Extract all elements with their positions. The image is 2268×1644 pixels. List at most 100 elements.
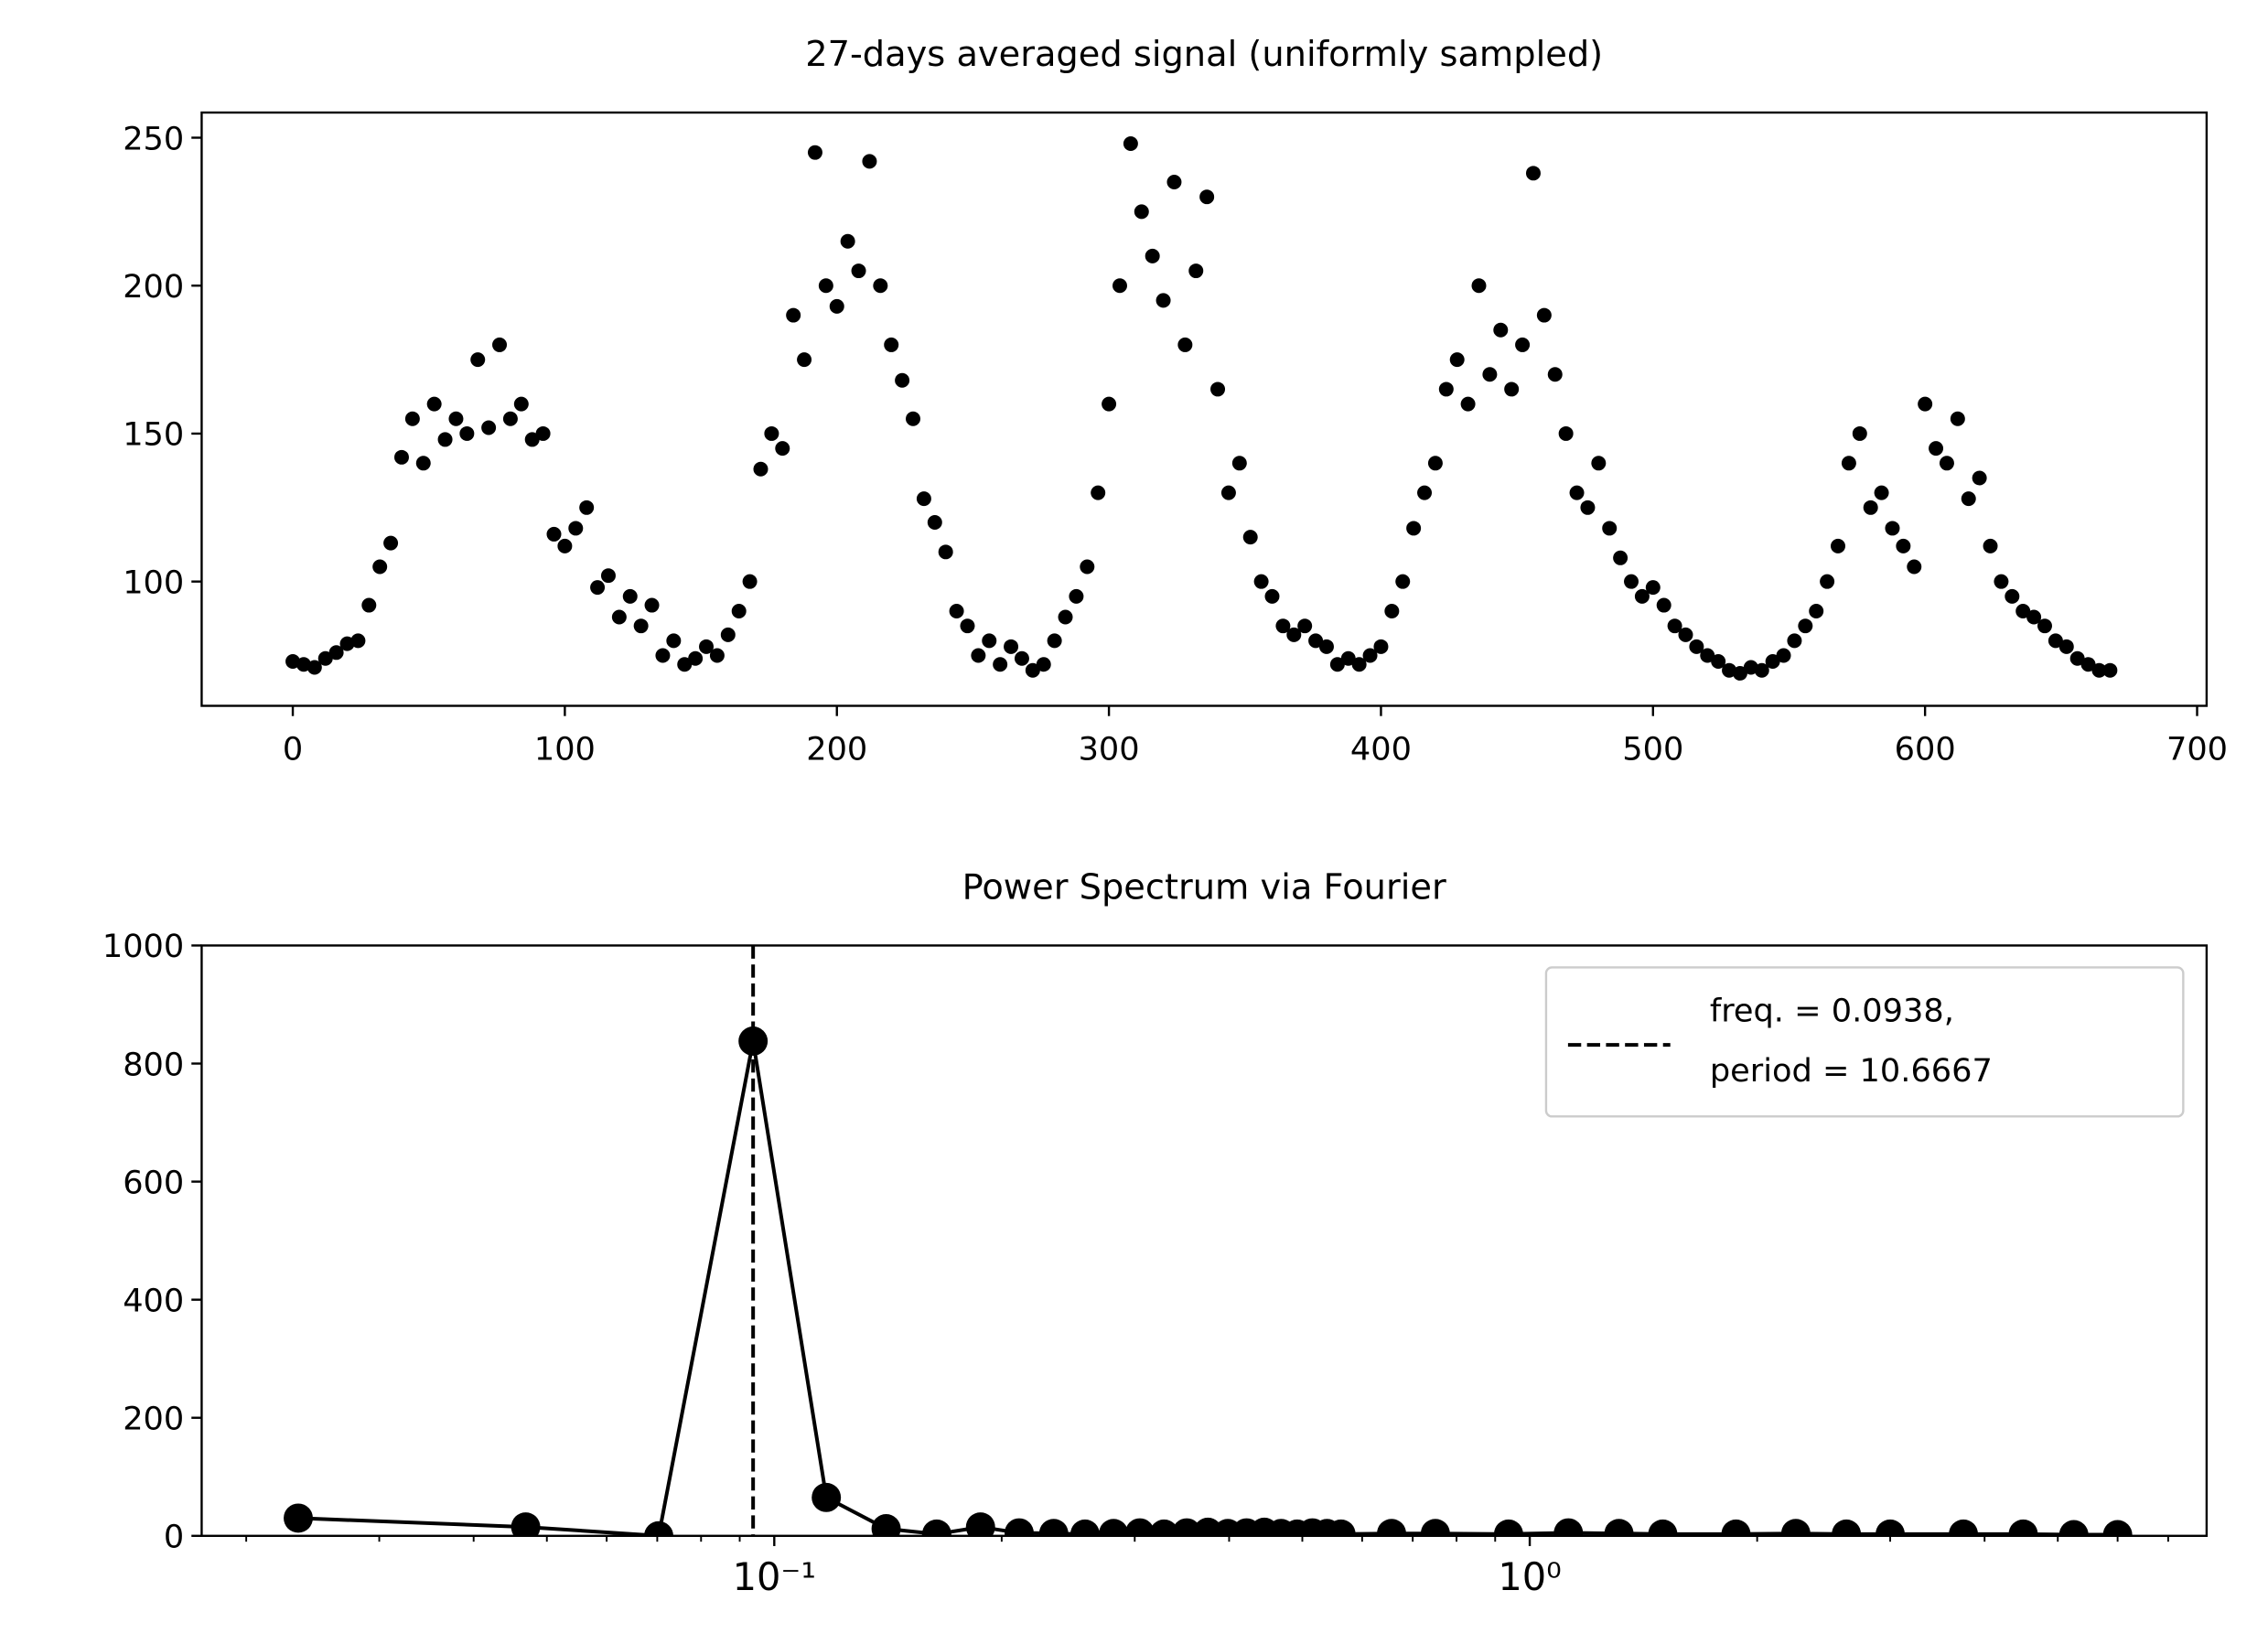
y-tick-label: 200 xyxy=(123,1400,184,1437)
point xyxy=(688,650,704,666)
marker xyxy=(1377,1519,1406,1536)
point xyxy=(1841,456,1856,471)
point xyxy=(1798,618,1813,634)
point xyxy=(1155,293,1171,308)
point xyxy=(1602,521,1618,536)
marker xyxy=(644,1520,673,1536)
point xyxy=(1831,538,1845,553)
point xyxy=(807,145,822,160)
point xyxy=(1102,396,1117,412)
point xyxy=(1776,648,1791,663)
point xyxy=(2005,588,2020,604)
point xyxy=(1634,588,1650,604)
point xyxy=(470,352,486,368)
point xyxy=(1591,456,1607,471)
point xyxy=(1091,485,1106,500)
point xyxy=(2080,657,2096,672)
x-tick-label: 200 xyxy=(806,731,867,768)
point xyxy=(1787,633,1802,649)
point xyxy=(1863,500,1878,515)
point xyxy=(317,650,333,666)
point xyxy=(350,633,366,649)
point xyxy=(906,411,920,426)
point xyxy=(404,411,420,426)
point xyxy=(862,154,877,169)
point xyxy=(1907,559,1922,575)
point xyxy=(1580,500,1596,515)
point xyxy=(1471,278,1487,294)
marker xyxy=(1553,1518,1584,1536)
point xyxy=(2015,604,2031,619)
point xyxy=(1264,588,1280,604)
marker xyxy=(511,1512,541,1536)
point xyxy=(1689,639,1704,654)
point xyxy=(306,660,322,675)
y-tick-label: 1000 xyxy=(102,928,184,965)
chart-title: Power Spectrum via Fourier xyxy=(962,866,1446,908)
marker xyxy=(1832,1519,1862,1536)
point xyxy=(895,372,910,388)
point xyxy=(393,449,409,465)
point xyxy=(884,337,899,352)
y-tick-label: 150 xyxy=(123,416,184,454)
point xyxy=(426,396,442,412)
point xyxy=(1253,574,1269,589)
point xyxy=(383,535,399,551)
point xyxy=(1417,485,1433,500)
y-tick-label: 0 xyxy=(164,1519,184,1556)
point xyxy=(1569,485,1585,500)
point xyxy=(982,633,997,649)
point xyxy=(535,425,551,441)
marker xyxy=(1005,1518,1034,1536)
point xyxy=(1166,175,1182,190)
point xyxy=(415,456,431,471)
point xyxy=(699,639,715,654)
point xyxy=(709,648,725,663)
point xyxy=(1939,456,1954,471)
point xyxy=(840,233,855,249)
point xyxy=(938,544,953,560)
marker xyxy=(1721,1519,1751,1536)
point xyxy=(1732,665,1747,681)
x-tick-label: 400 xyxy=(1350,731,1412,768)
point xyxy=(993,657,1008,672)
point xyxy=(1678,627,1693,642)
x-tick-label: 700 xyxy=(2166,731,2228,768)
point xyxy=(1297,618,1313,634)
marker xyxy=(871,1514,901,1536)
marker xyxy=(738,1026,769,1056)
point xyxy=(524,432,540,447)
point xyxy=(1438,381,1454,397)
marker xyxy=(1604,1519,1634,1536)
point xyxy=(372,559,388,575)
point xyxy=(1362,648,1378,663)
point xyxy=(1427,456,1443,471)
marker xyxy=(1099,1519,1129,1536)
point xyxy=(1308,633,1324,649)
point xyxy=(448,411,464,426)
point xyxy=(611,609,627,625)
marker xyxy=(1876,1519,1906,1536)
point xyxy=(2058,639,2074,654)
y-tick-label: 400 xyxy=(123,1282,184,1319)
point xyxy=(1134,204,1149,220)
point xyxy=(1536,307,1552,323)
marker xyxy=(1038,1519,1069,1536)
legend-box xyxy=(1544,966,2185,1118)
point xyxy=(2048,633,2063,649)
point xyxy=(579,500,595,515)
point xyxy=(1329,657,1345,672)
point xyxy=(1504,381,1520,397)
point xyxy=(1199,189,1215,205)
point xyxy=(1069,588,1084,604)
marker xyxy=(2008,1519,2038,1536)
point xyxy=(764,425,779,441)
point xyxy=(1809,604,1824,619)
point xyxy=(492,337,508,352)
axes-frame xyxy=(200,111,2209,707)
point xyxy=(1351,657,1367,672)
point xyxy=(1700,648,1715,663)
point xyxy=(1515,337,1531,352)
x-tick-label: 10⁰ xyxy=(1498,1554,1561,1599)
